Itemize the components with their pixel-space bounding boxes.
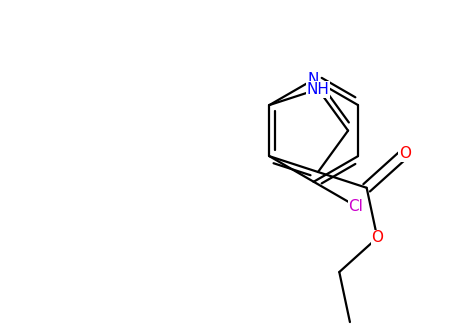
- Text: O: O: [399, 146, 411, 161]
- Text: O: O: [371, 230, 384, 245]
- Text: NH: NH: [306, 82, 329, 97]
- Text: Cl: Cl: [348, 199, 363, 213]
- Text: N: N: [308, 72, 319, 87]
